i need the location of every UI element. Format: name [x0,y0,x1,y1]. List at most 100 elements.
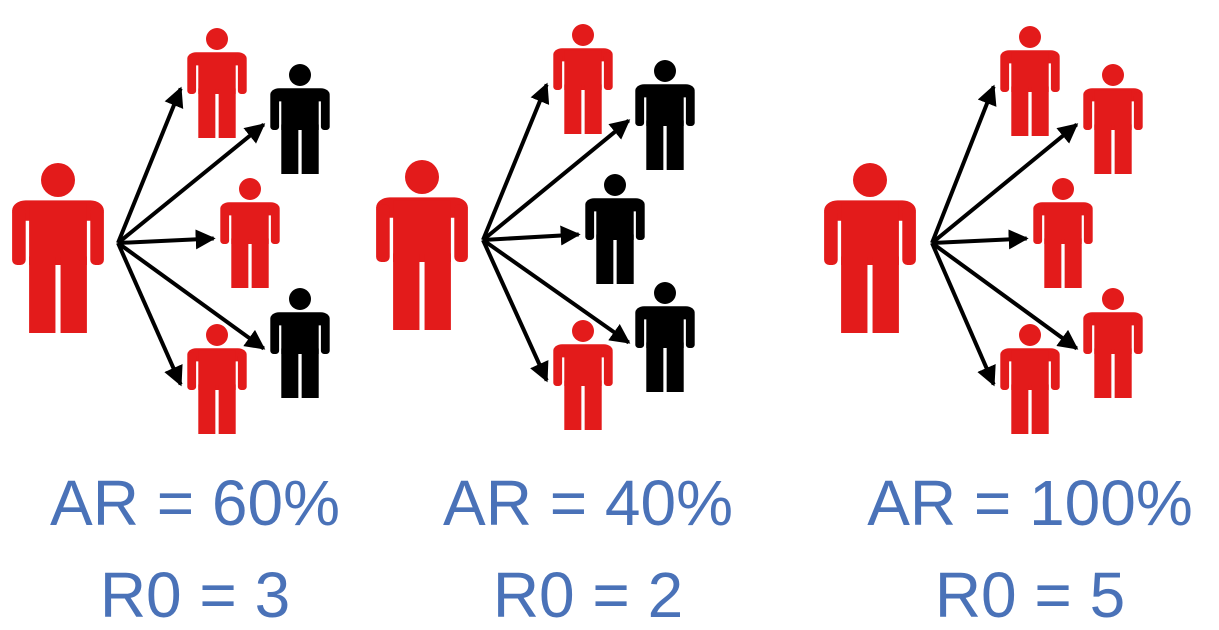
arm [320,316,330,354]
leg [1011,86,1029,136]
leg [198,88,216,138]
leg [1044,238,1062,288]
torso [564,346,602,386]
torso [393,200,451,262]
leg [424,253,451,330]
leg [666,120,684,170]
leg [1011,384,1029,434]
arm [1083,206,1093,244]
head [604,174,626,196]
arm [220,206,230,244]
person [585,174,645,284]
torso [1011,52,1049,92]
person [270,288,330,398]
arm [1133,316,1143,354]
leg [841,256,868,333]
arm [1033,206,1043,244]
figures [12,24,1143,434]
arm [12,207,26,265]
person [1083,64,1143,174]
arm [1083,92,1093,130]
leg [1094,124,1112,174]
attack-rate: AR = 100% [867,467,1193,539]
torso [281,90,319,130]
leg [251,238,269,288]
arm [320,92,330,130]
person [1000,26,1060,136]
torso [1011,350,1049,390]
head [289,288,311,310]
torso [841,203,899,265]
arrow [482,225,581,246]
leg [584,84,602,134]
leg [1031,86,1049,136]
person [220,178,280,288]
head [206,324,228,346]
arrow [116,241,266,351]
arm [376,204,390,262]
leg [1031,384,1049,434]
leg [1064,238,1082,288]
torso [1094,90,1132,130]
head [572,24,594,46]
leg [281,348,299,398]
arrow [930,84,997,244]
arm [635,88,645,126]
person [1083,288,1143,398]
arm [1050,54,1060,92]
arm [1000,54,1010,92]
person [635,60,695,170]
arm [685,310,695,348]
arm [1133,92,1143,130]
leg [198,384,216,434]
arrow [116,86,184,244]
head [206,28,228,50]
r0: R0 = 2 [493,559,683,630]
r0: R0 = 3 [100,559,290,630]
leg [1094,348,1112,398]
arrow [117,229,216,250]
head [289,64,311,86]
arrow [930,241,1079,351]
torso [29,203,87,265]
arm [553,348,563,386]
leg [666,342,684,392]
arrow [930,122,1079,245]
leg [1114,124,1132,174]
arrow [116,242,183,387]
person [635,282,695,392]
head [405,160,439,194]
arm [454,204,468,262]
leg [596,234,614,284]
arm [270,92,280,130]
arrow [116,122,266,245]
person [553,320,613,430]
head [41,163,75,197]
head [654,282,676,304]
arrow [481,238,631,345]
torso [1094,314,1132,354]
torso [646,86,684,126]
leg [646,342,664,392]
head [1019,26,1041,48]
arm [635,310,645,348]
leg [281,124,299,174]
r0: R0 = 5 [935,559,1125,630]
head [853,163,887,197]
arm [553,52,563,90]
torso [281,314,319,354]
person [12,163,104,333]
leg [393,253,420,330]
person [187,324,247,434]
person [553,24,613,134]
leg [218,88,236,138]
head [1102,288,1124,310]
arm [187,56,197,94]
head [1102,64,1124,86]
arm [585,202,595,240]
head [239,178,261,200]
head [572,320,594,342]
arm [1050,352,1060,390]
arm [603,348,613,386]
